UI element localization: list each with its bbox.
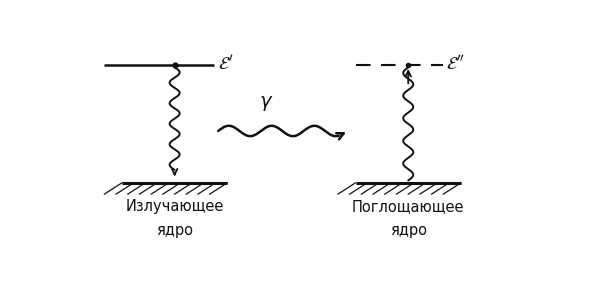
Text: Поглощающее: Поглощающее xyxy=(352,199,465,214)
Text: $\mathcal{E}'$: $\mathcal{E}'$ xyxy=(218,54,233,73)
Text: $\gamma$: $\gamma$ xyxy=(259,94,274,113)
Text: ядро: ядро xyxy=(389,223,427,238)
Text: ядро: ядро xyxy=(156,223,193,238)
Text: Излучающее: Излучающее xyxy=(125,199,224,214)
Text: $\mathcal{E}''$: $\mathcal{E}''$ xyxy=(446,54,465,73)
